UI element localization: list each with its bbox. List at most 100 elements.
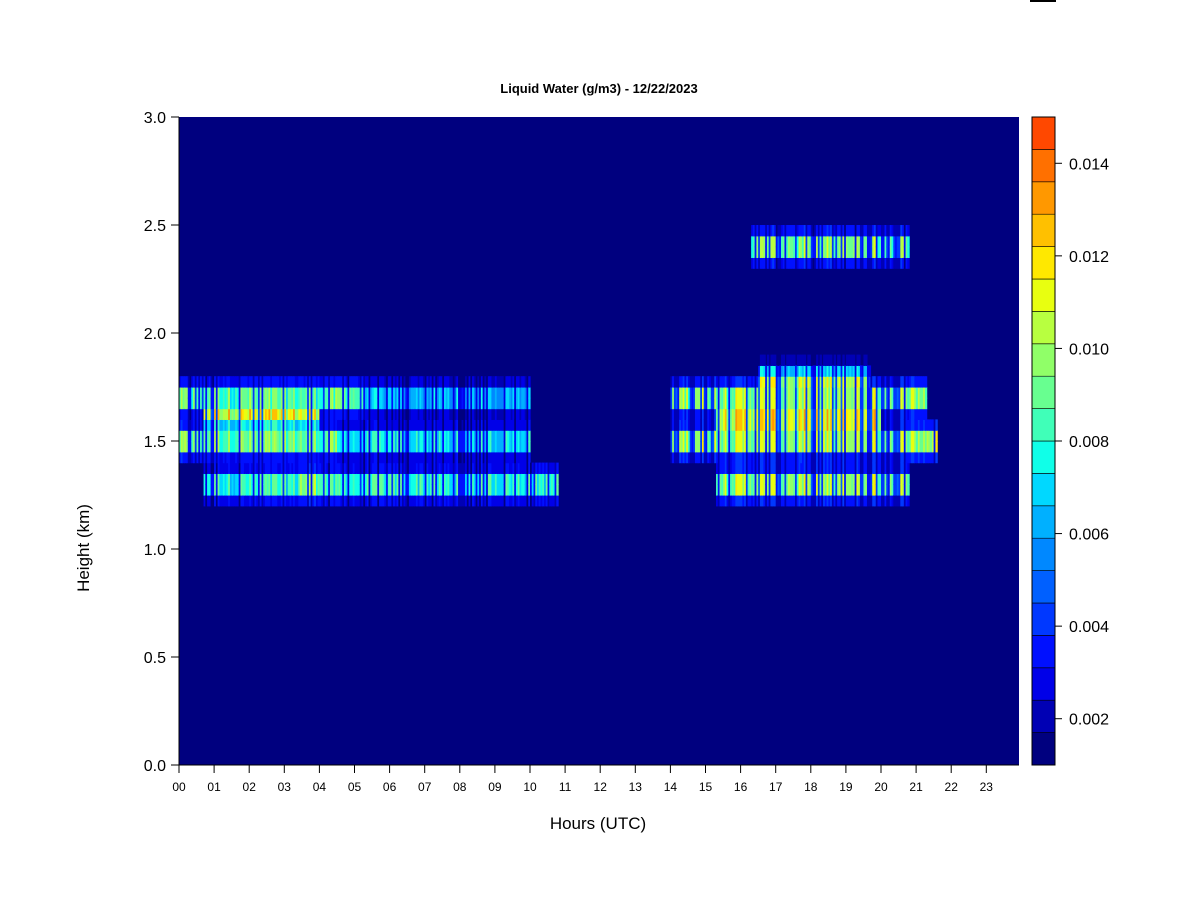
heatmap-cell (700, 408, 703, 420)
heatmap-cell (759, 451, 763, 464)
heatmap-cell (480, 495, 484, 507)
heatmap-cell (719, 419, 722, 431)
heatmap-cell (775, 397, 779, 410)
heatmap-cell (214, 387, 217, 399)
heatmap-cell (468, 419, 471, 431)
heatmap-cell (194, 441, 198, 453)
heatmap-cell (342, 430, 345, 442)
heatmap-cell (766, 365, 770, 377)
heatmap-cell (852, 473, 856, 485)
heatmap-cell (751, 430, 754, 442)
heatmap-cell (293, 495, 296, 507)
heatmap-cell (250, 430, 254, 442)
heatmap-cell (229, 419, 233, 431)
colorbar-bin (1031, 181, 1056, 215)
heatmap-cell (849, 462, 852, 474)
heatmap-cell (187, 430, 191, 442)
heatmap-cell (726, 484, 729, 496)
heatmap-cell (786, 235, 789, 248)
heatmap-cell (821, 430, 824, 442)
heatmap-cell (809, 246, 812, 258)
heatmap-cell (851, 376, 854, 388)
heatmap-cell (831, 495, 835, 507)
heatmap-cell (812, 387, 815, 399)
colorbar-bin (1031, 375, 1056, 409)
heatmap-cell (712, 441, 715, 453)
heatmap-cell (752, 397, 756, 410)
heatmap-cell (693, 408, 696, 420)
heatmap-cell (759, 484, 763, 496)
heatmap-cell (903, 462, 907, 474)
heatmap-cell (263, 441, 266, 453)
heatmap-cell (487, 484, 491, 496)
heatmap-cell (830, 354, 833, 366)
heatmap-cell (400, 387, 403, 399)
heatmap-cell (898, 451, 901, 464)
heatmap-cell (784, 441, 787, 453)
heatmap-cell (700, 397, 703, 410)
heatmap-cell (322, 473, 326, 485)
heatmap-cell (845, 484, 849, 496)
heatmap-cell (252, 419, 256, 431)
heatmap-cell (435, 495, 438, 507)
heatmap-cell (210, 462, 213, 474)
heatmap-cell (275, 419, 278, 431)
heatmap-cell (694, 419, 698, 431)
heatmap-cell (328, 387, 331, 399)
heatmap-cell (368, 387, 371, 399)
heatmap-cell (796, 451, 800, 464)
heatmap-cell (849, 365, 852, 377)
heatmap-cell (745, 430, 749, 442)
heatmap-cell (758, 257, 761, 269)
heatmap-cell (435, 419, 438, 431)
heatmap-cell (284, 408, 287, 420)
heatmap-cell (512, 419, 515, 431)
heatmap-cell (740, 473, 743, 485)
heatmap-cell (724, 451, 728, 464)
heatmap-cell (431, 408, 435, 420)
heatmap-cell (254, 387, 257, 399)
heatmap-cell (730, 441, 733, 453)
heatmap-cell (694, 441, 698, 453)
heatmap-cell (886, 397, 889, 410)
heatmap-cell (249, 419, 252, 431)
heatmap-cell (802, 387, 805, 399)
heatmap-cell (477, 495, 480, 507)
heatmap-cell (412, 419, 415, 431)
heatmap-cell (742, 451, 745, 464)
heatmap-cell (805, 365, 808, 377)
heatmap-cell (389, 376, 392, 388)
heatmap-cell (717, 451, 721, 464)
heatmap-cell (205, 462, 208, 474)
heatmap-cell (910, 451, 914, 464)
colorbar-tick-label: 0.006 (1069, 527, 1109, 544)
heatmap-cell (466, 376, 470, 388)
heatmap-cell (854, 257, 858, 269)
heatmap-cell (368, 441, 371, 453)
heatmap-cell (735, 419, 738, 431)
heatmap-cell (221, 441, 224, 453)
heatmap-cell (370, 387, 373, 399)
heatmap-cell (821, 225, 824, 237)
heatmap-cell (859, 419, 863, 431)
heatmap-cell (242, 462, 245, 474)
heatmap-cell (701, 376, 705, 388)
heatmap-cell (191, 430, 194, 442)
heatmap-cell (866, 451, 870, 464)
heatmap-cell (752, 387, 756, 399)
heatmap-cell (893, 235, 896, 248)
heatmap-cell (317, 408, 320, 420)
heatmap-cell (342, 484, 345, 496)
heatmap-cell (359, 387, 363, 399)
heatmap-cell (930, 430, 933, 442)
heatmap-cell (329, 387, 333, 399)
heatmap-cell (215, 441, 219, 453)
heatmap-cell (179, 387, 182, 399)
heatmap-cell (802, 246, 805, 258)
heatmap-cell (740, 441, 743, 453)
heatmap-cell (501, 484, 505, 496)
heatmap-cell (782, 387, 786, 399)
heatmap-cell (429, 376, 433, 388)
heatmap-cell (823, 419, 826, 431)
heatmap-cell (447, 495, 450, 507)
